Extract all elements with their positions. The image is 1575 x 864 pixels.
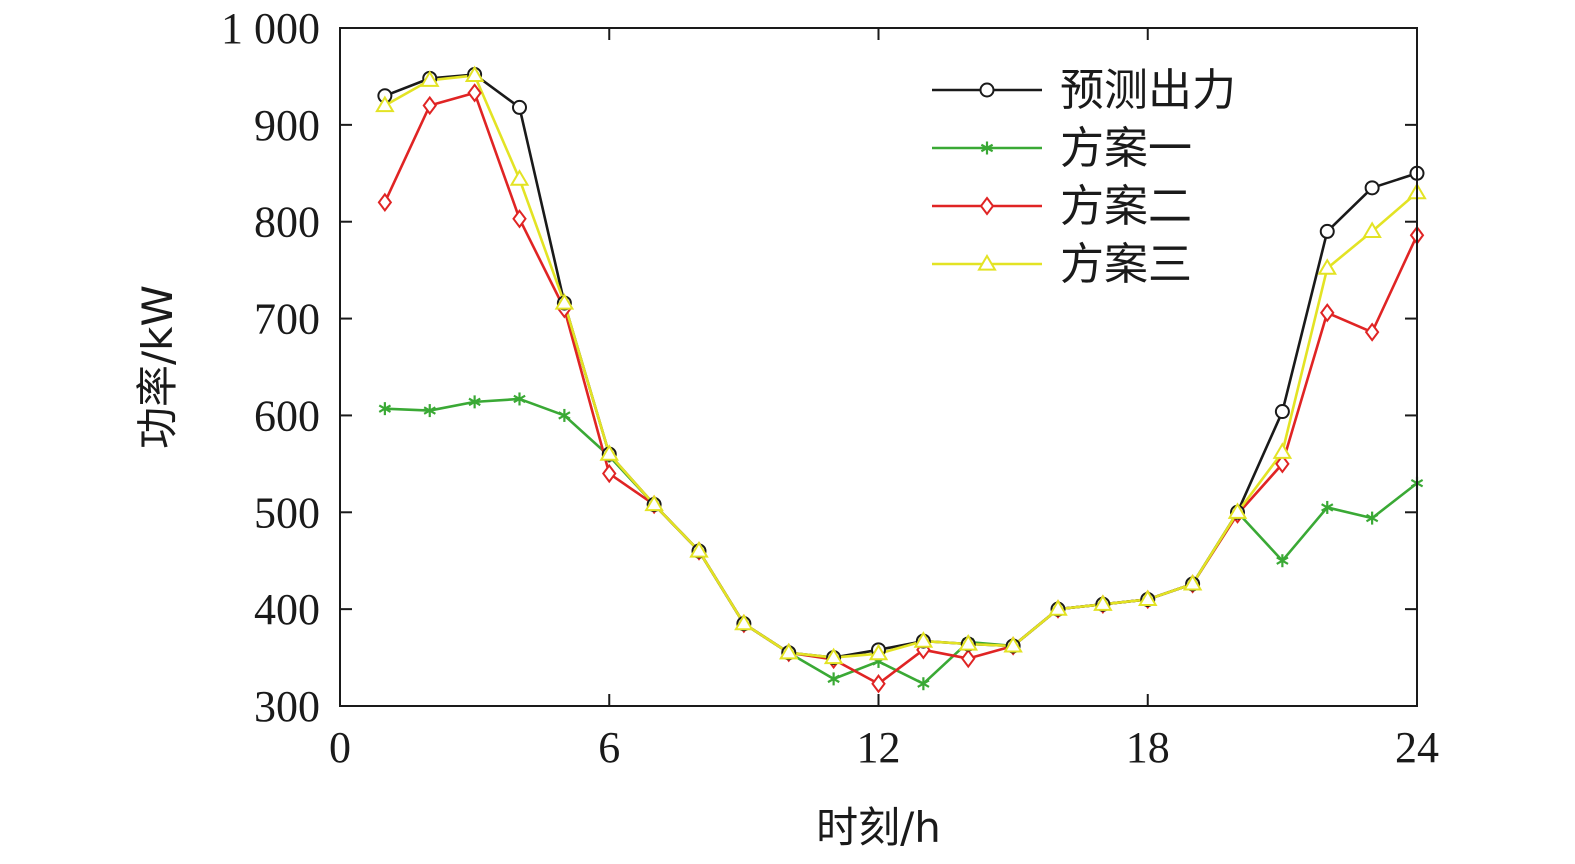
data-point (1320, 303, 1335, 323)
series-line (384, 397, 1418, 686)
data-point (468, 395, 481, 409)
series-group (384, 397, 1418, 686)
data-point (868, 643, 889, 661)
data-point (779, 642, 799, 660)
y-tick-label: 600 (254, 391, 320, 440)
data-point (1362, 221, 1382, 238)
legend-item: 方案一 (932, 123, 1192, 174)
data-point (961, 648, 976, 669)
legend-item: 预测出力 (932, 65, 1236, 116)
data-point (1138, 589, 1158, 607)
data-point (913, 631, 934, 648)
y-tick-label: 500 (254, 488, 320, 537)
data-point (1317, 258, 1337, 275)
data-point (509, 169, 530, 186)
data-point (1365, 511, 1379, 525)
legend-marker (977, 254, 997, 271)
data-point (375, 95, 395, 113)
y-tick-label: 800 (254, 198, 320, 247)
legend-item: 方案二 (932, 181, 1192, 232)
data-point (1364, 180, 1380, 196)
series-group (383, 91, 1419, 686)
data-point (1093, 594, 1113, 611)
legend-label: 预测出力 (1060, 65, 1236, 116)
data-point (513, 392, 526, 406)
x-tick-label: 0 (329, 723, 351, 772)
data-point (512, 99, 527, 115)
series-group (384, 74, 1418, 659)
data-point (823, 647, 844, 665)
data-point (602, 463, 617, 484)
data-point (464, 65, 485, 83)
data-point (1003, 635, 1023, 653)
legend-marker (980, 141, 994, 155)
legend-marker (979, 196, 995, 216)
series-points (375, 65, 1427, 665)
data-point (734, 613, 754, 631)
y-tick-label: 900 (254, 101, 320, 150)
data-point (1275, 454, 1290, 474)
data-point (1321, 500, 1334, 514)
data-point (1364, 322, 1380, 342)
data-point (871, 674, 886, 694)
data-point (558, 408, 571, 422)
data-point (420, 70, 440, 87)
y-axis-label: 功率/kW (133, 285, 182, 449)
data-point (422, 95, 437, 116)
series-line (384, 73, 1418, 659)
data-point (917, 677, 930, 691)
axis-ticks (339, 27, 1418, 707)
series-points (377, 66, 1425, 666)
y-tick-label: 700 (254, 295, 320, 344)
data-point (512, 209, 527, 229)
series-line (384, 74, 1418, 659)
x-tick-label: 18 (1126, 723, 1170, 772)
data-point (644, 494, 664, 512)
series-layer (375, 65, 1427, 694)
data-point (1227, 502, 1248, 519)
data-point (1274, 404, 1290, 420)
data-point (554, 293, 575, 310)
data-point (599, 444, 619, 461)
data-point (1276, 554, 1289, 568)
data-point (958, 634, 978, 651)
legend-marker (979, 82, 995, 98)
series-line (383, 91, 1419, 686)
data-point (467, 83, 482, 103)
data-point (423, 404, 436, 418)
data-point (689, 541, 709, 558)
data-point (378, 402, 392, 416)
data-point (1319, 223, 1335, 239)
legend-item: 方案三 (932, 239, 1192, 290)
legend-label: 方案二 (1060, 181, 1192, 232)
x-tick-label: 12 (857, 723, 901, 772)
data-point (1272, 442, 1293, 459)
x-tick-label: 24 (1395, 723, 1439, 772)
y-tick-label: 400 (254, 585, 320, 634)
data-point (1182, 573, 1203, 591)
data-point (1048, 599, 1068, 616)
y-tick-label: 300 (254, 682, 320, 731)
legend-label: 方案三 (1060, 239, 1192, 290)
series-group (384, 73, 1418, 659)
data-point (377, 192, 393, 213)
plot-frame (339, 27, 1418, 707)
y-tick-label: 1 000 (221, 4, 320, 53)
legend-label: 方案一 (1060, 123, 1192, 174)
x-tick-label: 6 (598, 723, 620, 772)
tick-labels: 0 6 12 18 24 300 400 500 600 700 800 900 1 000 (221, 4, 1439, 772)
x-axis-label: 时刻/h (816, 803, 941, 852)
data-point (827, 672, 840, 686)
